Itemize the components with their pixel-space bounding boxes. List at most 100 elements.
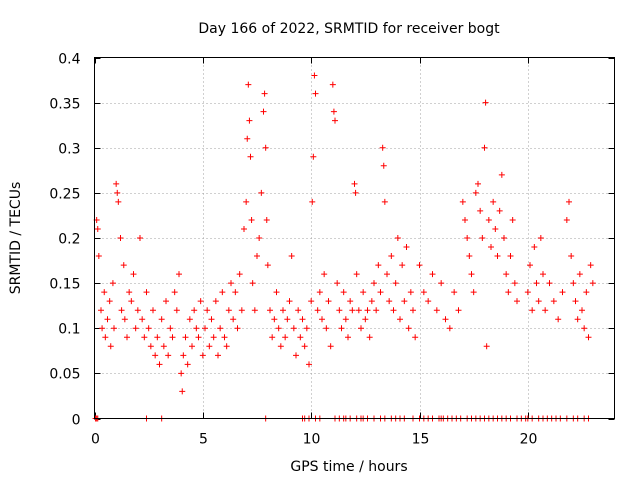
data-point — [384, 271, 390, 278]
data-point — [455, 307, 462, 314]
data-point — [128, 298, 135, 305]
data-point — [104, 316, 111, 323]
data-point — [182, 334, 189, 341]
data-point — [269, 334, 276, 341]
data-point — [531, 244, 538, 251]
data-point — [585, 334, 592, 341]
data-point — [351, 180, 358, 187]
data-point — [184, 361, 191, 368]
data-point — [179, 388, 186, 395]
data-point — [109, 280, 116, 287]
data-point — [535, 298, 542, 305]
data-point — [208, 316, 215, 323]
y-tick-label: 0.4 — [58, 52, 80, 68]
data-point — [568, 253, 575, 260]
data-point — [295, 307, 302, 314]
data-point — [438, 280, 445, 287]
data-point — [345, 334, 351, 341]
data-point — [169, 334, 176, 341]
data-point — [466, 253, 473, 260]
data-point — [111, 325, 117, 332]
y-tick-label: 0.05 — [49, 367, 80, 383]
data-point — [587, 262, 594, 269]
axis-ticks: 0 0.05 0.1 0.15 0.2 0.25 0.3 0.35 0.4 0 5 10 15 20 — [49, 52, 615, 448]
data-point — [248, 216, 255, 223]
data-point — [388, 253, 395, 260]
data-point — [475, 180, 481, 187]
data-point — [338, 325, 345, 332]
data-point — [394, 235, 401, 241]
data-point — [321, 271, 328, 278]
data-point — [299, 316, 306, 323]
data-point — [124, 334, 130, 341]
data-point — [176, 271, 182, 278]
data-point — [118, 307, 125, 314]
data-point — [134, 307, 141, 314]
data-point — [472, 189, 479, 196]
data-point — [178, 370, 185, 377]
y-tick-label: 0.35 — [49, 97, 80, 113]
data-point — [306, 361, 312, 368]
data-point — [589, 280, 596, 287]
data-point — [310, 153, 317, 160]
data-point — [314, 307, 321, 314]
data-point — [206, 343, 213, 350]
data-point — [336, 307, 343, 314]
data-point — [284, 316, 291, 323]
data-point — [251, 307, 258, 314]
data-point — [141, 334, 148, 341]
data-point — [261, 90, 268, 97]
data-point — [101, 289, 108, 296]
data-point — [399, 262, 406, 269]
data-point — [550, 298, 557, 305]
data-point — [137, 235, 143, 241]
data-point — [401, 298, 408, 305]
data-point — [429, 271, 436, 278]
data-point — [271, 316, 278, 323]
x-axis-label: GPS time / hours — [290, 459, 407, 475]
data-point — [263, 216, 270, 223]
y-tick-label: 0.1 — [58, 322, 80, 338]
x-tick-label: 10 — [303, 432, 321, 448]
data-point — [323, 325, 330, 332]
data-point — [297, 334, 304, 341]
data-point — [238, 307, 245, 314]
data-point — [488, 244, 494, 251]
data-point — [246, 117, 253, 124]
chart-title: Day 166 of 2022, SRMTID for receiver bog… — [198, 21, 500, 37]
data-point — [581, 325, 588, 332]
data-point — [245, 81, 252, 88]
data-point — [249, 280, 256, 287]
data-point — [301, 343, 308, 350]
data-point — [511, 280, 518, 287]
data-point — [223, 343, 230, 350]
data-point — [420, 289, 427, 296]
data-point — [386, 298, 393, 305]
data-point — [230, 316, 237, 323]
data-point — [496, 207, 503, 214]
data-point — [371, 280, 377, 287]
data-point — [98, 307, 104, 314]
data-point — [264, 262, 271, 269]
data-point — [470, 289, 477, 296]
data-point — [107, 343, 114, 350]
data-point — [145, 325, 152, 332]
data-point — [189, 343, 195, 350]
data-point — [405, 325, 412, 332]
data-point — [583, 289, 590, 296]
data-point — [210, 334, 217, 341]
data-point — [494, 253, 501, 260]
data-point — [130, 271, 137, 278]
data-point — [243, 198, 250, 205]
data-point — [325, 298, 332, 305]
data-point — [490, 198, 497, 205]
data-point — [576, 271, 583, 278]
data-point — [485, 216, 492, 223]
data-point — [579, 307, 585, 314]
data-point — [173, 307, 180, 314]
data-point — [282, 334, 289, 341]
data-point — [362, 316, 369, 323]
data-point — [225, 307, 232, 314]
data-point — [308, 298, 315, 305]
data-point — [180, 352, 187, 359]
